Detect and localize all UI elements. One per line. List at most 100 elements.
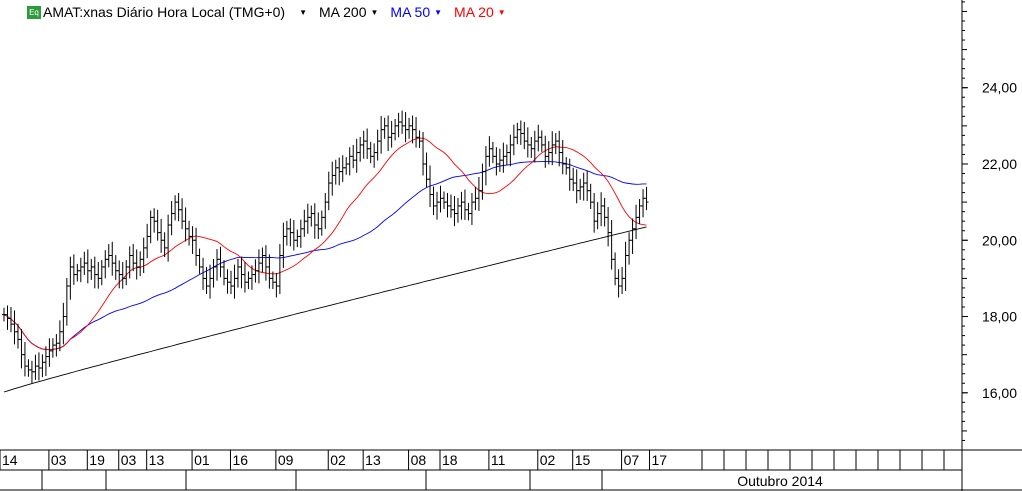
x-tick-label: 13 [365, 452, 381, 468]
ohlc-bar [47, 338, 52, 367]
x-tick-label: 02 [540, 452, 556, 468]
indicator-ma-20[interactable]: MA 20 ▼ [454, 4, 506, 20]
ohlc-bar [483, 146, 488, 186]
ohlc-bar [476, 176, 481, 211]
ohlc-bar [407, 117, 412, 139]
ohlc-bar [110, 241, 115, 276]
chart-header: Eq AMAT:xnas Diário Hora Local (TMG+0) ▼… [0, 3, 518, 21]
ohlc-bar [85, 249, 90, 284]
ohlc-bar [211, 258, 216, 288]
symbol-title-text: AMAT:xnas Diário Hora Local (TMG+0) [43, 4, 286, 20]
ohlc-bar [592, 192, 597, 233]
ohlc-bar [627, 232, 632, 265]
ohlc-bar [469, 192, 474, 225]
ohlc-bar [187, 220, 192, 246]
x-tick-label: 13 [149, 452, 165, 468]
ohlc-bar [194, 227, 199, 266]
ohlc-bar [393, 118, 398, 141]
ohlc-bar [473, 186, 478, 211]
x-tick-label: 08 [411, 452, 427, 468]
ohlc-bar [644, 186, 649, 211]
price-bars [2, 110, 649, 384]
ohlc-bar [295, 229, 300, 248]
ohlc-bar [435, 191, 440, 220]
indicator-label: MA 200 [319, 4, 367, 20]
ohlc-bar [281, 222, 286, 269]
ohlc-bar [452, 196, 457, 227]
indicator-label: MA 50 [390, 4, 431, 20]
ohlc-bar [222, 260, 226, 286]
ohlc-bar [124, 260, 129, 286]
ohlc-bar [602, 197, 607, 227]
x-tick-label: 19 [89, 452, 105, 468]
ohlc-bar [354, 138, 359, 173]
indicator-ma-200[interactable]: MA 200 ▼ [319, 4, 378, 20]
ohlc-bar [141, 237, 146, 274]
ohlc-bar [68, 256, 73, 300]
ohlc-bar [19, 329, 24, 369]
ohlc-bar [417, 130, 422, 148]
ohlc-bar [557, 130, 562, 167]
ohlc-bar [574, 169, 579, 204]
ohlc-bar [274, 273, 279, 298]
ohlc-bar [641, 189, 646, 218]
ohlc-bar [630, 218, 635, 254]
ohlc-bar [623, 241, 628, 291]
ohlc-bar [361, 130, 366, 159]
ohlc-bar [386, 115, 391, 152]
ohlc-bar [511, 124, 516, 156]
ohlc-bar [239, 256, 244, 289]
ohlc-bar [26, 359, 31, 377]
ohlc-bar [326, 171, 331, 211]
ohlc-bar [197, 248, 202, 274]
ohlc-bar [312, 203, 317, 239]
ohlc-bar [620, 266, 625, 295]
x-axis: 14 03 19 03 13 01 16 09 02 13 08 18 11 02 15 07 17 Outubr… [0, 450, 945, 490]
ohlc-bar [368, 141, 373, 164]
ohlc-bar [316, 212, 321, 240]
ma-20-line [3, 137, 647, 351]
ohlc-bar [455, 197, 460, 223]
symbol-title[interactable]: AMAT:xnas Diário Hora Local (TMG+0) ▼ [43, 4, 307, 20]
ohlc-bar [389, 120, 394, 148]
ohlc-bar [344, 157, 349, 175]
ohlc-bar [431, 186, 436, 216]
ohlc-bar [22, 342, 27, 377]
ohlc-bar [263, 245, 268, 281]
ohlc-bar [36, 352, 41, 381]
ohlc-bar [536, 124, 541, 152]
ohlc-bar [466, 202, 471, 221]
ma-200-line [3, 226, 647, 393]
ohlc-bar [64, 278, 69, 326]
x-tick-label: 15 [575, 452, 591, 468]
y-tick-label: 20,00 [982, 232, 1017, 248]
x-tick-label: 11 [491, 452, 506, 468]
ohlc-bar [546, 141, 551, 165]
ohlc-bar [12, 310, 17, 345]
ohlc-bar [616, 269, 621, 298]
ohlc-bar [82, 251, 87, 275]
ohlc-bar [372, 143, 377, 168]
x-tick-label: 16 [232, 452, 248, 468]
indicator-ma-50[interactable]: MA 50 ▼ [390, 4, 442, 20]
ohlc-bar [54, 334, 59, 357]
ohlc-bar [43, 346, 48, 377]
ohlc-bar [183, 207, 188, 242]
ohlc-bar [204, 266, 209, 295]
ohlc-bar [145, 223, 150, 259]
ohlc-bar [50, 338, 55, 358]
chevron-down-icon: ▼ [299, 7, 308, 17]
ohlc-bar [288, 218, 293, 247]
ohlc-bar [78, 257, 83, 283]
ohlc-bar [232, 264, 237, 299]
y-tick-label: 16,00 [982, 385, 1017, 401]
ohlc-bar [92, 256, 97, 289]
ohlc-bar [302, 209, 307, 237]
chevron-down-icon: ▼ [497, 7, 506, 17]
ohlc-bar [99, 260, 104, 286]
ohlc-bar [57, 320, 62, 352]
ma-50-path [3, 161, 647, 351]
ohlc-bar [382, 117, 387, 139]
ohlc-bar [595, 202, 600, 230]
